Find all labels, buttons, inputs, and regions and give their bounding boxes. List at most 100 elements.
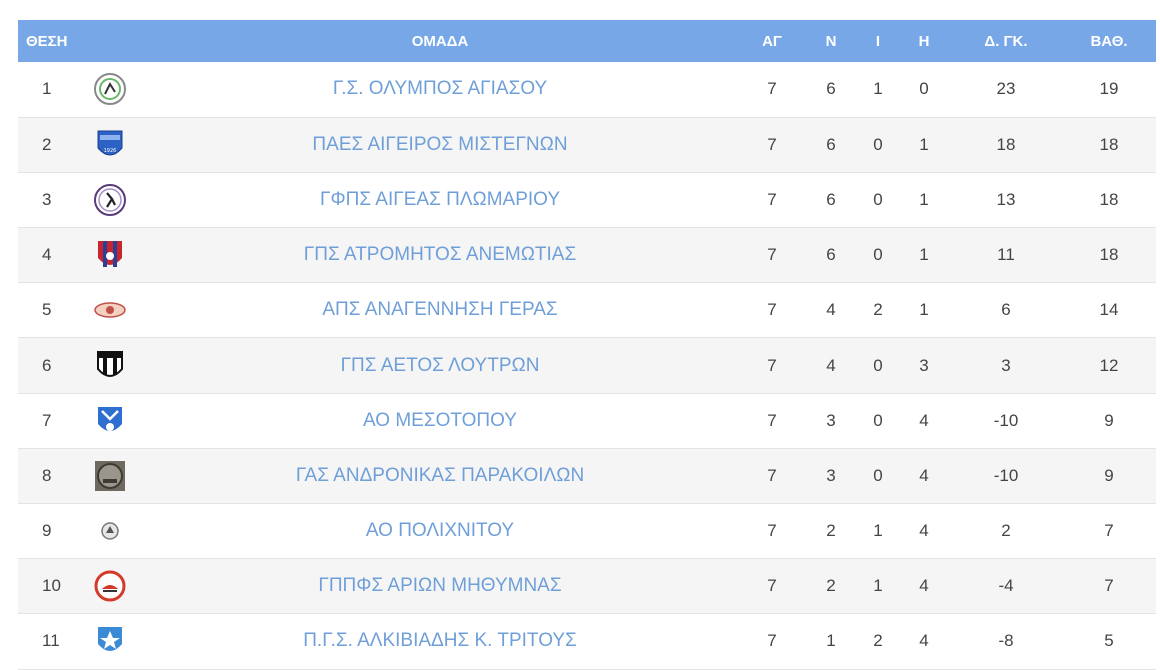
- logo-cell: [80, 559, 140, 614]
- table-row[interactable]: 3 ΓΦΠΣ ΑΙΓΕΑΣ ΠΛΩΜΑΡΙΟΥ 7 6 0 1 13 18: [18, 172, 1156, 228]
- anagennisi-geras-crest-icon: [93, 293, 127, 327]
- logo-cell: [80, 614, 140, 669]
- points-cell: 12: [1099, 355, 1119, 375]
- draws-cell: 2: [873, 300, 883, 320]
- played-cell: 7: [767, 576, 777, 596]
- team-name-link[interactable]: ΓΠΠΦΣ ΑΡΙΩΝ ΜΗΘΥΜΝΑΣ: [318, 575, 562, 597]
- table-row[interactable]: 1 Γ.Σ. ΟΛΥΜΠΟΣ ΑΓΙΑΣΟΥ 7 6 1 0 23 19: [18, 62, 1156, 118]
- logo-cell: 1926: [80, 117, 140, 172]
- losses-cell: 4: [919, 631, 929, 651]
- header-points[interactable]: ΒΑΘ.: [1090, 32, 1128, 50]
- draws-cell: 0: [873, 245, 883, 265]
- points-cell: 9: [1104, 465, 1114, 485]
- aigeas-plomariou-crest-icon: [93, 183, 127, 217]
- losses-cell: 4: [919, 465, 929, 485]
- played-cell: 7: [767, 355, 777, 375]
- losses-cell: 4: [919, 410, 929, 430]
- team-name-link[interactable]: ΓΠΣ ΑΕΤΟΣ ΛΟΥΤΡΩΝ: [340, 354, 540, 376]
- team-name-link[interactable]: ΓΠΣ ΑΤΡΟΜΗΤΟΣ ΑΝΕΜΩΤΙΑΣ: [303, 244, 577, 266]
- logo-cell: [80, 504, 140, 559]
- team-name-link[interactable]: ΑΟ ΜΕΣΟΤΟΠΟΥ: [363, 409, 517, 431]
- wins-cell: 1: [826, 631, 836, 651]
- goal-diff-cell: 2: [1001, 521, 1011, 541]
- goal-diff-cell: 23: [996, 79, 1016, 99]
- wins-cell: 6: [826, 79, 836, 99]
- logo-cell: [80, 338, 140, 393]
- logo-cell: [80, 283, 140, 338]
- goal-diff-cell: 3: [1001, 355, 1011, 375]
- played-cell: 7: [767, 79, 777, 99]
- draws-cell: 1: [873, 521, 883, 541]
- losses-cell: 4: [919, 576, 929, 596]
- header-goal-diff[interactable]: Δ. ΓΚ.: [984, 32, 1028, 50]
- draws-cell: 1: [873, 576, 883, 596]
- table-row[interactable]: 2 1926 ΠΑΕΣ ΑΙΓΕΙΡΟΣ ΜΙΣΤΕΓΝΩΝ 7 6 0 1 18 18: [18, 117, 1156, 173]
- aigeiros-misteggnon-crest-icon: 1926: [93, 128, 127, 162]
- goal-diff-cell: 11: [997, 245, 1015, 265]
- losses-cell: 0: [919, 79, 929, 99]
- table-row[interactable]: 5 ΑΠΣ ΑΝΑΓΕΝΝΗΣΗ ΓΕΡΑΣ 7 4 2 1 6 14: [18, 282, 1156, 338]
- wins-cell: 2: [826, 521, 836, 541]
- header-team[interactable]: ΟΜΑΔΑ: [411, 32, 469, 50]
- table-row[interactable]: 4 ΓΠΣ ΑΤΡΟΜΗΤΟΣ ΑΝΕΜΩΤΙΑΣ 7 6 0 1 11 18: [18, 227, 1156, 283]
- andronikas-parakoilon-crest-icon: [93, 459, 127, 493]
- position-cell: 1: [42, 79, 52, 99]
- header-played[interactable]: ΑΓ: [762, 32, 782, 50]
- team-name-link[interactable]: Π.Γ.Σ. ΑΛΚΙΒΙΑΔΗΣ Κ. ΤΡΙΤΟΥΣ: [303, 630, 577, 652]
- table-row[interactable]: 8 ΓΑΣ ΑΝΔΡΟΝΙΚΑΣ ΠΑΡΑΚΟΙΛΩΝ 7 3 0 4 -10 9: [18, 448, 1156, 504]
- position-cell: 4: [42, 245, 52, 265]
- table-row[interactable]: 11 Π.Γ.Σ. ΑΛΚΙΒΙΑΔΗΣ Κ. ΤΡΙΤΟΥΣ 7 1 2 4 -8 5: [18, 613, 1156, 670]
- team-name-link[interactable]: ΠΑΕΣ ΑΙΓΕΙΡΟΣ ΜΙΣΤΕΓΝΩΝ: [312, 133, 568, 155]
- table-row[interactable]: 9 ΑΟ ΠΟΛΙΧΝΙΤΟΥ 7 2 1 4 2 7: [18, 503, 1156, 559]
- wins-cell: 6: [826, 245, 836, 265]
- table-row[interactable]: 6 ΓΠΣ ΑΕΤΟΣ ΛΟΥΤΡΩΝ 7 4 0 3 3 12: [18, 337, 1156, 394]
- header-position[interactable]: ΘΕΣΗ: [26, 32, 68, 50]
- wins-cell: 4: [826, 300, 836, 320]
- losses-cell: 1: [919, 189, 929, 209]
- points-cell: 19: [1099, 79, 1119, 99]
- logo-cell: [80, 172, 140, 227]
- header-wins[interactable]: Ν: [825, 32, 837, 50]
- played-cell: 7: [767, 521, 777, 541]
- goal-diff-cell: -10: [993, 465, 1019, 485]
- position-cell: 11: [42, 631, 60, 651]
- arion-mithymnas-crest-icon: [93, 569, 127, 603]
- draws-cell: 1: [873, 79, 883, 99]
- played-cell: 7: [767, 300, 777, 320]
- points-cell: 5: [1104, 631, 1114, 651]
- position-cell: 2: [42, 134, 52, 154]
- goal-diff-cell: -8: [998, 631, 1014, 651]
- position-cell: 7: [42, 410, 52, 430]
- table-row[interactable]: 7 ΑΟ ΜΕΣΟΤΟΠΟΥ 7 3 0 4 -10 9: [18, 393, 1156, 449]
- draws-cell: 0: [873, 189, 883, 209]
- losses-cell: 1: [919, 245, 929, 265]
- logo-cell: [80, 448, 140, 503]
- header-logo: [80, 20, 140, 62]
- draws-cell: 0: [873, 465, 883, 485]
- played-cell: 7: [767, 245, 777, 265]
- team-name-link[interactable]: Γ.Σ. ΟΛΥΜΠΟΣ ΑΓΙΑΣΟΥ: [332, 78, 548, 100]
- logo-cell: [80, 62, 140, 117]
- played-cell: 7: [767, 189, 777, 209]
- wins-cell: 2: [826, 576, 836, 596]
- wins-cell: 4: [826, 355, 836, 375]
- team-name-link[interactable]: ΑΠΣ ΑΝΑΓΕΝΝΗΣΗ ΓΕΡΑΣ: [322, 299, 558, 321]
- team-name-link[interactable]: ΓΑΣ ΑΝΔΡΟΝΙΚΑΣ ΠΑΡΑΚΟΙΛΩΝ: [295, 464, 585, 486]
- losses-cell: 1: [919, 134, 929, 154]
- points-cell: 14: [1099, 300, 1119, 320]
- table-row[interactable]: 10 ΓΠΠΦΣ ΑΡΙΩΝ ΜΗΘΥΜΝΑΣ 7 2 1 4 -4 7: [18, 558, 1156, 614]
- header-draws[interactable]: Ι: [875, 32, 881, 50]
- points-cell: 7: [1104, 521, 1114, 541]
- table-body: 1 Γ.Σ. ΟΛΥΜΠΟΣ ΑΓΙΑΣΟΥ 7 6 1 0 23 19 2 1926 ΠΑΕΣ Α…: [18, 62, 1156, 670]
- points-cell: 18: [1099, 134, 1119, 154]
- team-name-link[interactable]: ΑΟ ΠΟΛΙΧΝΙΤΟΥ: [365, 520, 515, 542]
- goal-diff-cell: 13: [996, 189, 1016, 209]
- position-cell: 6: [42, 355, 52, 375]
- header-losses[interactable]: Η: [918, 32, 930, 50]
- played-cell: 7: [767, 410, 777, 430]
- wins-cell: 6: [826, 189, 836, 209]
- team-name-link[interactable]: ΓΦΠΣ ΑΙΓΕΑΣ ΠΛΩΜΑΡΙΟΥ: [319, 188, 560, 210]
- aetos-loutron-crest-icon: [93, 349, 127, 383]
- standings-table: ΘΕΣΗ ΟΜΑΔΑ ΑΓ Ν Ι Η Δ. ΓΚ. ΒΑΘ. 1 Γ.Σ. ΟΛ…: [18, 20, 1156, 670]
- alkiviadis-tritous-crest-icon: [93, 624, 127, 658]
